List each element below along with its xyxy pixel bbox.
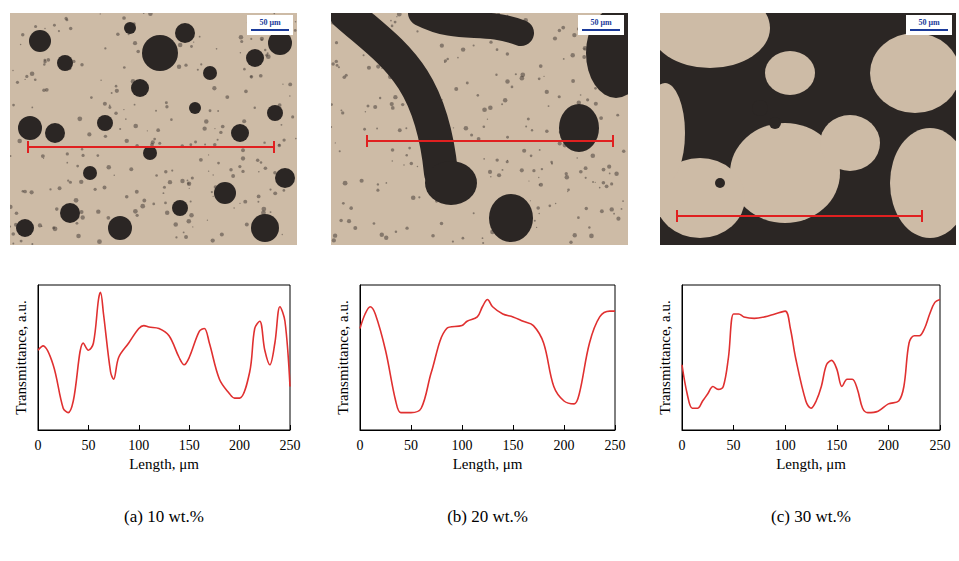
svg-text:150: 150 — [503, 438, 524, 453]
svg-text:100: 100 — [452, 438, 473, 453]
svg-text:Transmittance, a.u.: Transmittance, a.u. — [335, 300, 351, 414]
svg-text:Length, μm: Length, μm — [129, 456, 199, 472]
svg-text:100: 100 — [775, 438, 796, 453]
svg-text:50: 50 — [727, 438, 741, 453]
svg-text:150: 150 — [179, 438, 200, 453]
svg-text:150: 150 — [826, 438, 847, 453]
svg-text:0: 0 — [357, 438, 364, 453]
svg-text:(b) 20 wt.%: (b) 20 wt.% — [447, 507, 528, 526]
svg-text:(a) 10 wt.%: (a) 10 wt.% — [124, 507, 204, 526]
svg-text:200: 200 — [554, 438, 575, 453]
svg-text:250: 250 — [930, 438, 951, 453]
svg-text:0: 0 — [35, 438, 42, 453]
svg-text:Transmittance, a.u.: Transmittance, a.u. — [657, 300, 673, 414]
svg-text:Length, μm: Length, μm — [776, 456, 846, 472]
svg-text:50: 50 — [404, 438, 418, 453]
svg-text:250: 250 — [605, 438, 626, 453]
svg-text:Length, μm: Length, μm — [453, 456, 523, 472]
svg-text:50 μm: 50 μm — [259, 18, 281, 27]
svg-text:(c) 30 wt.%: (c) 30 wt.% — [771, 507, 851, 526]
svg-text:200: 200 — [878, 438, 899, 453]
svg-text:200: 200 — [229, 438, 250, 453]
svg-text:0: 0 — [679, 438, 686, 453]
svg-text:250: 250 — [280, 438, 301, 453]
svg-text:50 μm: 50 μm — [590, 18, 612, 27]
svg-text:50: 50 — [81, 438, 95, 453]
svg-text:Transmittance, a.u.: Transmittance, a.u. — [13, 300, 29, 414]
svg-text:50 μm: 50 μm — [918, 18, 940, 27]
svg-text:100: 100 — [128, 438, 149, 453]
